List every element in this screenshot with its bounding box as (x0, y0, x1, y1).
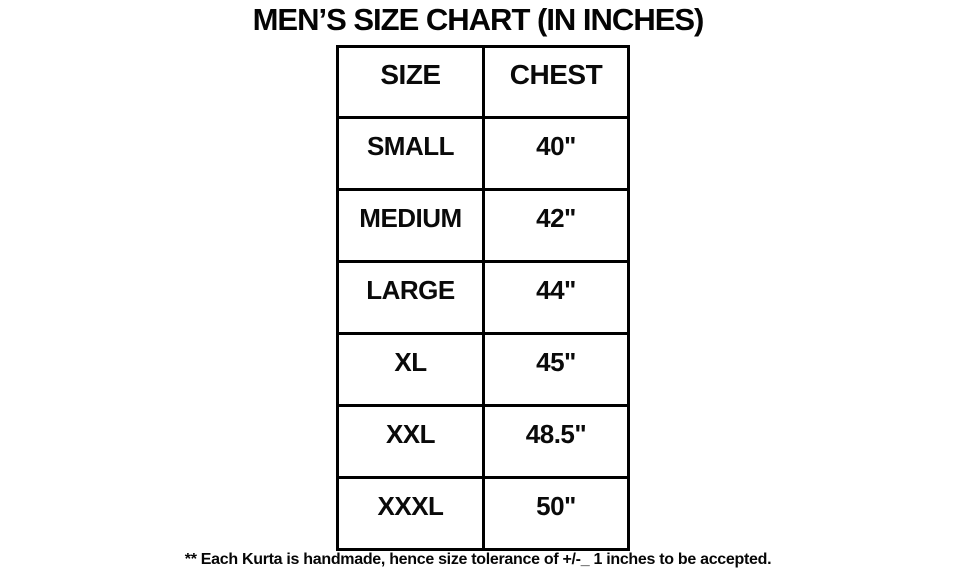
column-header-size: SIZE (336, 45, 485, 119)
table-row: LARGE 44" (336, 260, 630, 335)
footnote-text: ** Each Kurta is handmade, hence size to… (184, 551, 772, 568)
table-row: XXL 48.5" (336, 404, 630, 479)
chest-cell: 40" (482, 116, 630, 191)
chest-cell: 44" (482, 260, 630, 335)
chest-cell: 48.5" (482, 404, 630, 479)
size-cell: LARGE (336, 260, 485, 335)
table-header-row: SIZE CHEST (336, 45, 630, 119)
size-cell: XL (336, 332, 485, 407)
column-header-chest: CHEST (482, 45, 630, 119)
chest-cell: 50" (482, 476, 630, 551)
size-cell: XXL (336, 404, 485, 479)
table-row: XXXL 50" (336, 476, 630, 551)
size-cell: XXXL (336, 476, 485, 551)
table-row: SMALL 40" (336, 116, 630, 191)
page-title: MEN’S SIZE CHART (IN INCHES) (252, 2, 705, 37)
size-cell: SMALL (336, 116, 485, 191)
table-row: MEDIUM 42" (336, 188, 630, 263)
size-chart-table: SIZE CHEST SMALL 40" MEDIUM 42" LARGE 44… (336, 45, 630, 551)
table-row: XL 45" (336, 332, 630, 407)
chest-cell: 42" (482, 188, 630, 263)
chest-cell: 45" (482, 332, 630, 407)
size-cell: MEDIUM (336, 188, 485, 263)
